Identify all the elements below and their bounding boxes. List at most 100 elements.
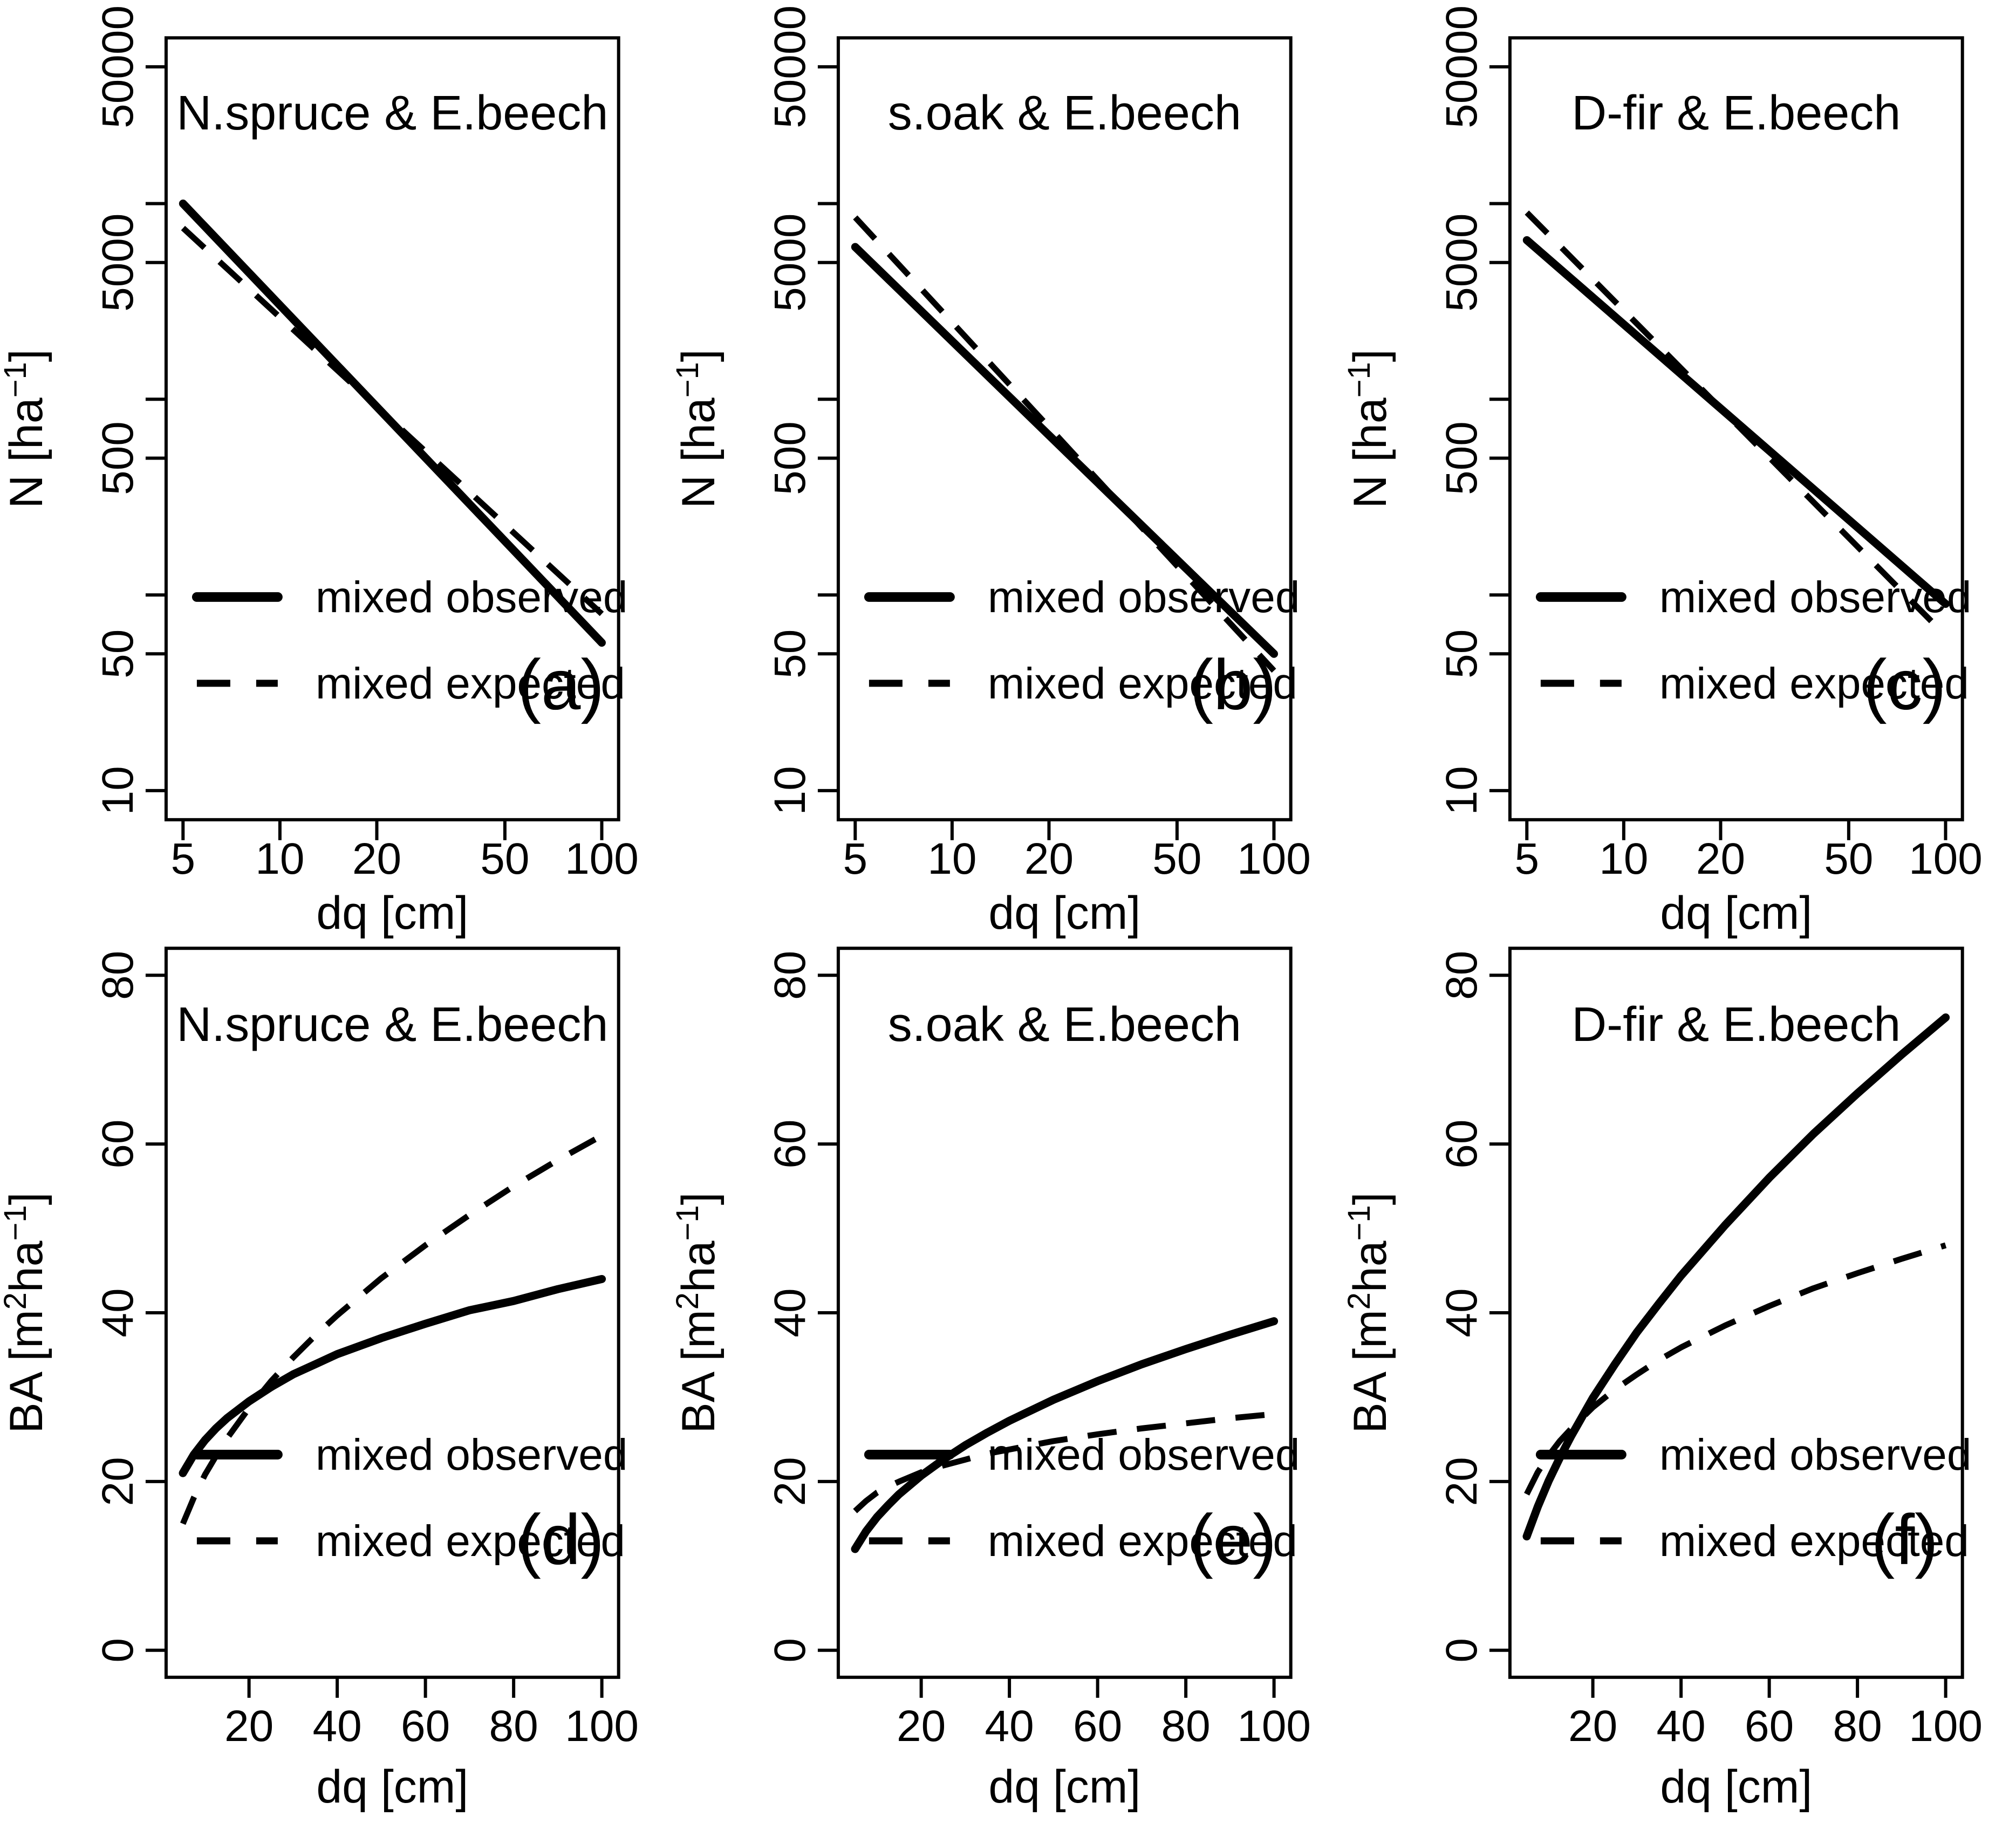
x-tick-label: 20 xyxy=(897,1702,946,1751)
series-expected xyxy=(180,1133,604,1525)
x-axis-title: dq [cm] xyxy=(988,1761,1140,1813)
x-tick-label: 20 xyxy=(1024,834,1074,883)
y-tick-label: 80 xyxy=(766,951,815,1000)
x-tick-label: 40 xyxy=(313,1702,362,1751)
legend-expected-label: mixed expected xyxy=(987,1517,1297,1566)
y-tick-label: 20 xyxy=(93,1457,142,1506)
series-observed xyxy=(1523,236,1950,608)
x-tick-label: 60 xyxy=(1073,1702,1122,1751)
chart-e-svg: 20 40 60 80 100 0 20 40 60 80 s.oak & E.beech dq [c… xyxy=(672,947,1311,1813)
y-tick-label: 40 xyxy=(1437,1288,1486,1337)
x-axis-title: dq [cm] xyxy=(988,887,1140,939)
panel-tag: (a) xyxy=(517,645,604,724)
x-tick-label: 10 xyxy=(927,834,976,883)
legend-observed-label: mixed observed xyxy=(1659,1430,1972,1479)
y-tick-label: 20 xyxy=(1437,1457,1486,1506)
panel-d: 20 40 60 80 100 0 20 40 60 80 N.spruce & E.beech dq… xyxy=(0,944,672,1830)
y-tick-label: 10 xyxy=(1437,766,1486,815)
y-tick-label: 80 xyxy=(1437,951,1486,1000)
y-tick-label: 60 xyxy=(1437,1120,1486,1169)
series-expected xyxy=(1524,1242,1947,1496)
y-tick-label: 5000 xyxy=(766,214,815,312)
series-observed xyxy=(1522,1013,1950,1541)
legend-observed-label: mixed observed xyxy=(316,1430,628,1479)
x-tick-label: 60 xyxy=(401,1702,450,1751)
y-tick-label: 500 xyxy=(93,421,142,495)
panel-e: 20 40 60 80 100 0 20 40 60 80 s.oak & E.beech dq [c… xyxy=(672,944,1344,1830)
panel-a: 5 10 20 50 100 10 50 500 5000 50000 N.spruce & E.b… xyxy=(0,0,672,944)
panel-tag: (d) xyxy=(517,1500,604,1579)
x-tick-label: 60 xyxy=(1745,1702,1794,1751)
panel-tag: (c) xyxy=(1863,645,1946,724)
x-tick-label: 100 xyxy=(1237,834,1311,883)
y-tick-label: 60 xyxy=(93,1120,142,1169)
x-tick-label: 50 xyxy=(480,834,529,883)
x-axis-title: dq [cm] xyxy=(316,887,468,939)
x-tick-label: 20 xyxy=(1568,1702,1617,1751)
series-expected xyxy=(181,225,604,616)
panel-f: 20 40 60 80 100 0 20 40 60 80 D-fir & E.beech dq [c… xyxy=(1344,944,2016,1830)
panel-tag: (b) xyxy=(1190,645,1276,724)
y-tick-label: 10 xyxy=(766,766,815,815)
legend-expected-label: mixed expected xyxy=(987,659,1297,708)
x-tick-label: 20 xyxy=(1696,834,1745,883)
y-tick-label: 80 xyxy=(93,951,142,1000)
x-tick-label: 5 xyxy=(170,834,195,883)
x-tick-label: 100 xyxy=(1237,1702,1311,1751)
x-tick-label: 100 xyxy=(565,834,639,883)
y-tick-label: 5000 xyxy=(93,214,142,312)
y-tick-label: 0 xyxy=(93,1638,142,1663)
panel-title: D-fir & E.beech xyxy=(1572,998,1901,1052)
chart-b-svg: 5 10 20 50 100 10 50 500 5000 50000 s.oak & E.beec… xyxy=(672,5,1311,939)
x-tick-label: 80 xyxy=(489,1702,538,1751)
legend-expected-label: mixed expected xyxy=(316,1517,625,1566)
x-tick-label: 20 xyxy=(224,1702,274,1751)
panel-title: s.oak & E.beech xyxy=(887,998,1241,1052)
x-tick-label: 5 xyxy=(1515,834,1540,883)
plot-box xyxy=(836,36,1293,821)
x-tick-label: 5 xyxy=(843,834,867,883)
y-tick-label: 10 xyxy=(93,766,142,815)
x-tick-label: 10 xyxy=(1600,834,1649,883)
x-tick-label: 50 xyxy=(1824,834,1874,883)
x-tick-label: 100 xyxy=(1909,834,1983,883)
series-observed xyxy=(179,200,606,647)
y-axis-title: BA [m2​ha−1​] xyxy=(1344,1192,1396,1433)
y-tick-label: 50000 xyxy=(766,5,815,128)
series-observed xyxy=(179,1274,606,1477)
x-axis-title: dq [cm] xyxy=(316,1761,468,1813)
chart-d-svg: 20 40 60 80 100 0 20 40 60 80 N.spruce & E.beech dq… xyxy=(0,947,639,1813)
panel-c: 5 10 20 50 100 10 50 500 5000 50000 D-fir & E.beec… xyxy=(1344,0,2016,944)
y-tick-label: 40 xyxy=(93,1288,142,1337)
legend-observed-label: mixed observed xyxy=(316,573,628,622)
legend-observed-label: mixed observed xyxy=(1659,573,1972,622)
y-tick-label: 5000 xyxy=(1437,214,1486,312)
series-observed xyxy=(851,1317,1278,1553)
x-tick-label: 50 xyxy=(1152,834,1201,883)
legend-observed-label: mixed observed xyxy=(987,1430,1300,1479)
series-expected xyxy=(852,1411,1274,1513)
y-axis-title: N [ha−1​] xyxy=(1344,349,1396,508)
panel-title: s.oak & E.beech xyxy=(887,86,1241,140)
y-tick-label: 60 xyxy=(766,1120,815,1169)
y-axis-title: N [ha−1​] xyxy=(0,349,52,508)
y-axis-title: BA [m2​ha−1​] xyxy=(0,1192,52,1433)
panel-title: N.spruce & E.beech xyxy=(176,86,608,140)
y-tick-label: 50 xyxy=(1437,629,1486,678)
legend-observed-label: mixed observed xyxy=(987,573,1300,622)
y-tick-label: 500 xyxy=(766,421,815,495)
panel-tag: (f) xyxy=(1871,1500,1939,1579)
chart-c-svg: 5 10 20 50 100 10 50 500 5000 50000 D-fir & E.beec… xyxy=(1344,5,1983,939)
y-tick-label: 50 xyxy=(766,629,815,678)
y-tick-label: 0 xyxy=(766,1638,815,1663)
x-tick-label: 20 xyxy=(352,834,401,883)
y-axis-title: N [ha−1​] xyxy=(672,349,725,508)
x-tick-label: 40 xyxy=(1657,1702,1706,1751)
series-expected xyxy=(852,215,1276,673)
y-tick-label: 500 xyxy=(1437,421,1486,495)
panel-tag: (e) xyxy=(1190,1500,1276,1579)
x-axis-title: dq [cm] xyxy=(1660,887,1813,939)
x-tick-label: 40 xyxy=(985,1702,1034,1751)
y-tick-label: 0 xyxy=(1437,1638,1486,1663)
x-tick-label: 100 xyxy=(1909,1702,1983,1751)
